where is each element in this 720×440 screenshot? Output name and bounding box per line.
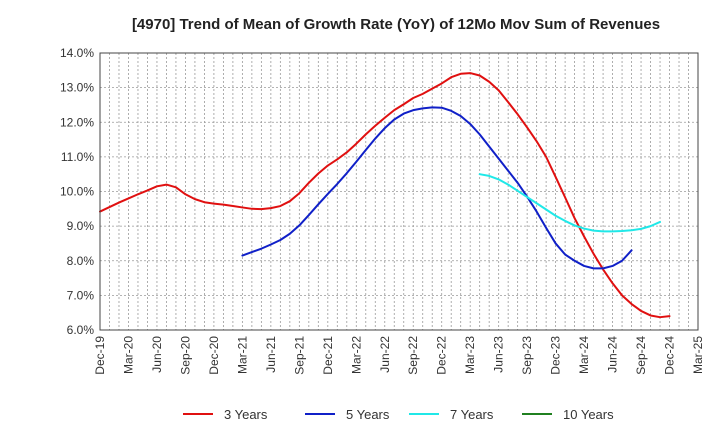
x-tick-label: Mar-22 xyxy=(349,336,363,374)
y-tick-label: 9.0% xyxy=(67,219,95,233)
x-tick-label: Mar-21 xyxy=(235,336,249,374)
legend-label: 10 Years xyxy=(563,407,614,422)
x-tick-label: Jun-22 xyxy=(378,336,392,373)
x-tick-label: Sep-23 xyxy=(520,336,534,375)
x-tick-label: Mar-20 xyxy=(121,336,135,374)
x-tick-label: Mar-23 xyxy=(463,336,477,374)
x-tick-label: Dec-22 xyxy=(435,336,449,375)
x-tick-label: Jun-21 xyxy=(264,336,278,373)
series-line xyxy=(478,173,662,233)
y-tick-label: 6.0% xyxy=(67,323,95,337)
legend-label: 3 Years xyxy=(224,407,268,422)
x-tick-label: Jun-23 xyxy=(492,336,506,373)
legend: 3 Years 5 Years 7 Years 10 Years xyxy=(183,407,614,422)
legend-label: 5 Years xyxy=(346,407,390,422)
x-tick-label: Mar-25 xyxy=(691,336,705,374)
y-tick-label: 12.0% xyxy=(60,115,94,129)
y-tick-label: 11.0% xyxy=(61,150,94,164)
series-group xyxy=(99,72,671,319)
x-tick-label: Dec-24 xyxy=(663,336,677,375)
x-tick-label: Sep-20 xyxy=(178,336,192,375)
y-tick-label: 13.0% xyxy=(60,81,94,95)
legend-label: 7 Years xyxy=(450,407,494,422)
y-tick-label: 14.0% xyxy=(60,46,94,60)
series-line xyxy=(99,72,671,319)
x-tick-label: Dec-21 xyxy=(321,336,335,375)
y-tick-label: 10.0% xyxy=(60,185,94,199)
x-tick-label: Jun-20 xyxy=(150,336,164,373)
x-tick-label: Dec-23 xyxy=(549,336,563,375)
series-line xyxy=(241,106,633,270)
chart-title: [4970] Trend of Mean of Growth Rate (YoY… xyxy=(132,16,660,33)
x-tick-label: Dec-20 xyxy=(207,336,221,375)
x-tick-label: Sep-21 xyxy=(292,336,306,375)
x-tick-label: Jun-24 xyxy=(606,336,620,373)
x-tick-label: Sep-24 xyxy=(634,336,648,375)
x-axis: Dec-19 Mar-20 Jun-20 Sep-20 Dec-20 Mar-21 Jun-… xyxy=(93,336,705,375)
plot-frame xyxy=(99,52,699,331)
y-tick-label: 8.0% xyxy=(67,254,95,268)
y-tick-label: 7.0% xyxy=(67,288,95,302)
x-tick-label: Dec-19 xyxy=(93,336,107,375)
x-tick-label: Mar-24 xyxy=(577,336,591,374)
plot-area xyxy=(100,53,698,330)
y-axis: 6.0% 7.0% 8.0% 9.0% 10.0% 11.0% 12.0% 13.0% 14.0… xyxy=(60,46,94,337)
x-tick-label: Sep-22 xyxy=(406,336,420,375)
